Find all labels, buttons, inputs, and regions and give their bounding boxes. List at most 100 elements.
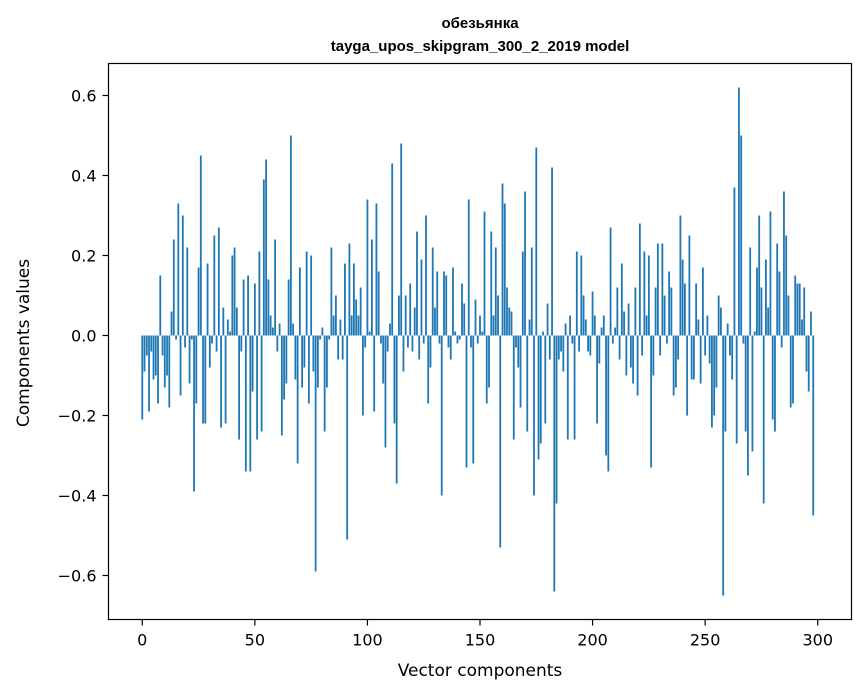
bar-244	[690, 335, 693, 380]
bar-128	[429, 335, 432, 368]
bar-152	[483, 211, 486, 336]
bar-192	[573, 335, 576, 440]
bar-189	[566, 335, 569, 440]
bar-109	[386, 335, 389, 352]
bar-221	[638, 223, 641, 336]
bar-208	[609, 227, 612, 336]
bar-114	[398, 295, 400, 336]
bar-185	[557, 335, 560, 360]
bar-55	[265, 159, 268, 336]
bar-100	[366, 199, 369, 336]
bar-175	[535, 147, 538, 336]
bar-205	[602, 315, 605, 336]
bar-82	[326, 335, 328, 388]
chart-title: обезьянка	[441, 15, 519, 32]
bar-124	[420, 259, 423, 336]
bar-7	[157, 335, 159, 404]
bar-81	[323, 335, 326, 432]
x-tick-label: 0	[137, 631, 147, 650]
bar-54	[262, 179, 265, 336]
bar-75	[310, 255, 313, 336]
bar-297	[810, 311, 812, 336]
bar-85	[332, 315, 335, 336]
bar-113	[395, 335, 398, 484]
bar-161	[503, 203, 506, 336]
bar-222	[641, 335, 644, 356]
bar-215	[625, 335, 628, 376]
bar-110	[389, 323, 391, 336]
bar-78	[316, 335, 319, 388]
bar-65	[287, 279, 290, 336]
bar-273	[756, 267, 758, 336]
bar-142	[461, 283, 463, 336]
bar-249	[702, 267, 704, 336]
bar-51	[256, 335, 258, 440]
bar-123	[418, 335, 421, 360]
bar-48	[249, 335, 252, 472]
bar-104	[375, 203, 378, 336]
bar-232	[663, 295, 666, 336]
x-tick-label: 100	[352, 631, 383, 650]
bar-12	[168, 335, 171, 408]
y-axis-label: Components values	[14, 259, 34, 427]
bar-282	[776, 243, 779, 336]
bar-230	[659, 335, 662, 356]
bar-105	[377, 271, 380, 336]
bar-108	[384, 335, 387, 448]
bar-42	[235, 307, 238, 336]
bar-134	[443, 271, 445, 336]
bar-29	[206, 263, 209, 336]
bar-286	[785, 235, 788, 336]
bar-167	[517, 335, 520, 368]
bar-9	[161, 335, 164, 356]
bar-98	[362, 335, 364, 416]
bar-296	[807, 335, 810, 392]
bar-227	[652, 335, 655, 376]
bar-69	[296, 335, 299, 464]
bar-37	[224, 335, 227, 424]
bar-97	[359, 287, 362, 336]
bar-126	[425, 215, 427, 336]
bar-218	[632, 335, 634, 384]
bar-191	[571, 335, 574, 344]
bar-214	[623, 311, 625, 336]
bar-122	[416, 231, 418, 336]
bar-52	[258, 251, 261, 336]
bar-10	[163, 335, 166, 388]
bar-143	[463, 303, 466, 336]
bar-0	[141, 335, 144, 420]
bar-18	[181, 215, 184, 336]
bar-73	[305, 251, 308, 336]
y-tick-label: −0.6	[58, 567, 97, 586]
bar-270	[749, 247, 752, 336]
bar-43	[238, 335, 240, 440]
bar-19	[184, 335, 186, 348]
bar-141	[458, 335, 461, 340]
bar-181	[548, 335, 551, 360]
bar-144	[465, 335, 468, 468]
y-tick-label: 0.4	[71, 167, 96, 186]
bar-226	[650, 335, 653, 468]
bar-140	[456, 335, 459, 344]
x-tick-label: 250	[690, 631, 721, 650]
bar-34	[217, 227, 220, 336]
bar-233	[665, 335, 668, 344]
bar-130	[434, 307, 436, 336]
bar-59	[274, 239, 277, 336]
bar-83	[328, 335, 331, 340]
bar-1	[143, 335, 146, 372]
bar-131	[436, 271, 439, 336]
bar-38	[226, 319, 229, 336]
bar-207	[607, 335, 610, 472]
bar-173	[530, 247, 533, 336]
bar-84	[330, 247, 333, 336]
bar-136	[447, 335, 450, 348]
bar-284	[780, 335, 783, 348]
bar-290	[794, 275, 797, 336]
bar-153	[485, 335, 488, 404]
bar-157	[494, 247, 497, 336]
bar-93	[350, 315, 353, 336]
bar-180	[546, 303, 549, 336]
bar-66	[289, 135, 292, 336]
bar-209	[611, 335, 614, 344]
